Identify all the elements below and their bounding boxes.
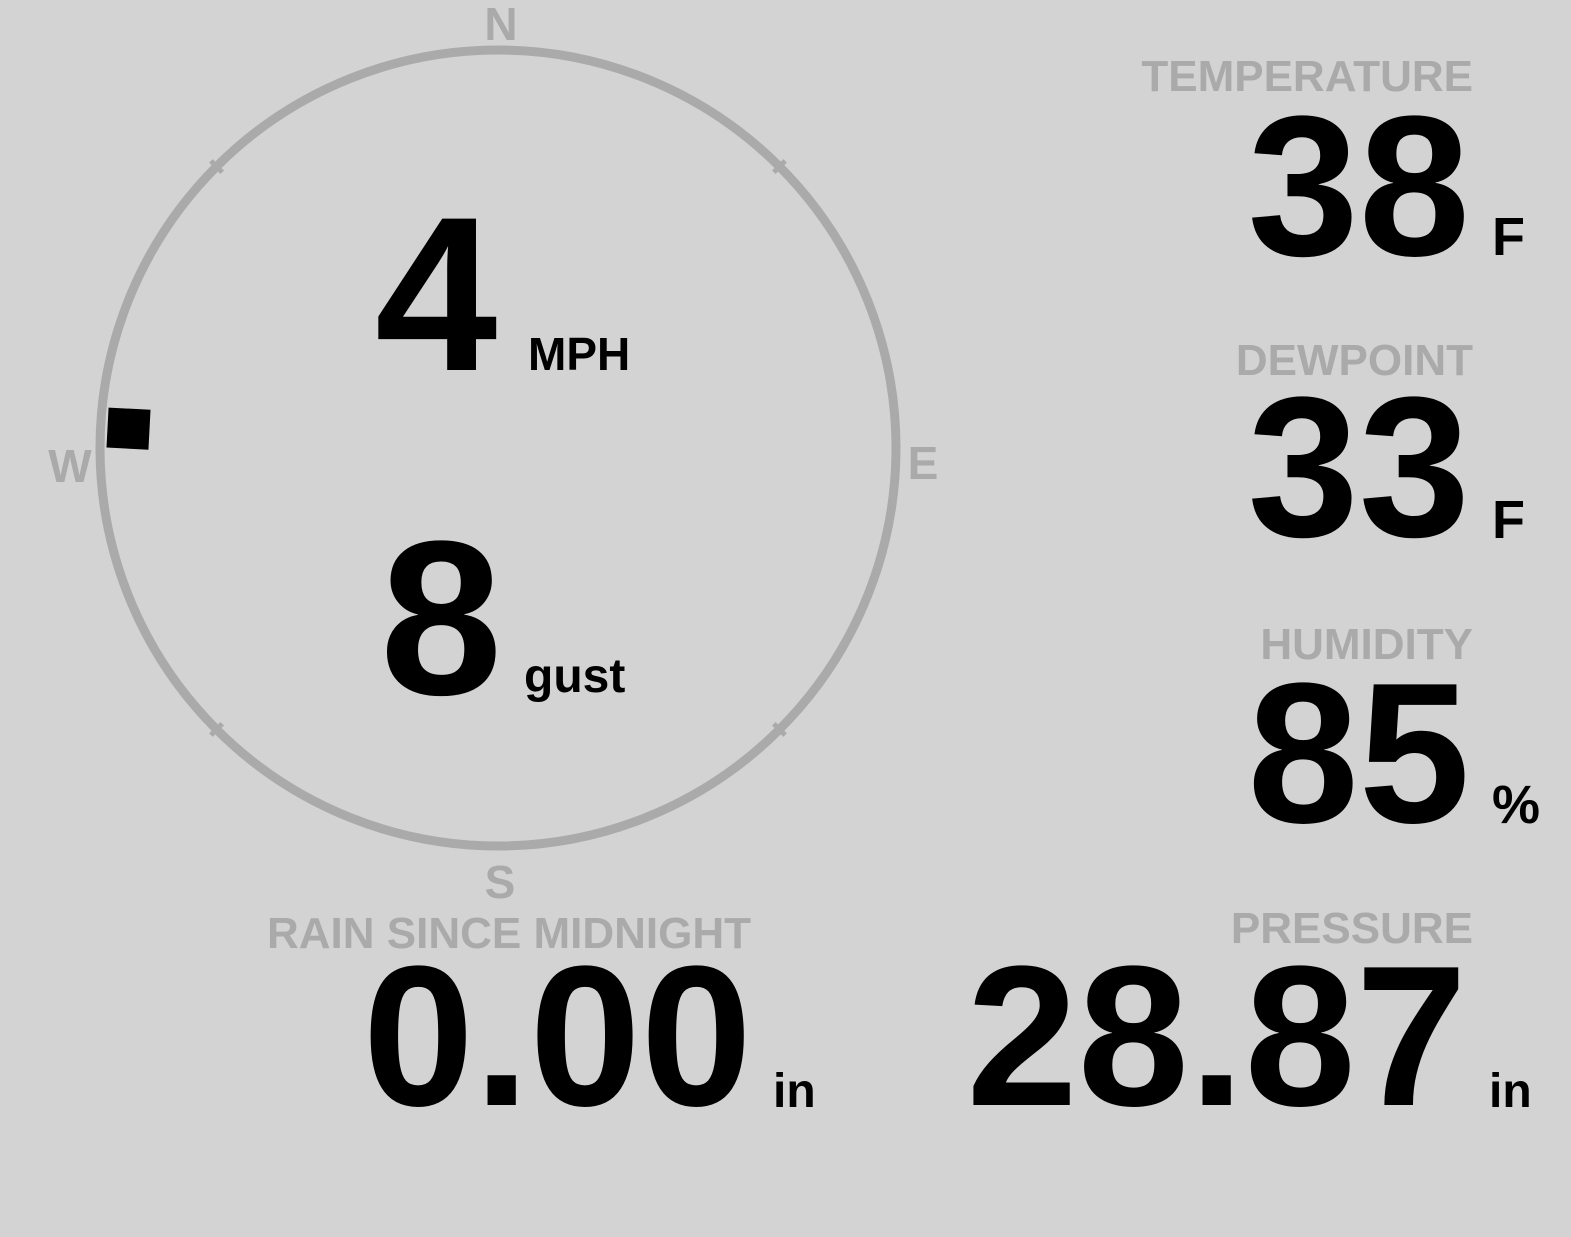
rain-label: RAIN SINCE MIDNIGHT — [267, 909, 751, 958]
wind-direction-marker — [106, 407, 151, 450]
temperature-value: 38 — [1248, 75, 1470, 298]
compass-ticks — [209, 159, 787, 737]
rain-unit: in — [773, 1065, 816, 1118]
compass-tick — [209, 159, 224, 174]
dewpoint-panel: DEWPOINT 33 F — [1236, 336, 1525, 579]
compass-tick — [772, 722, 787, 737]
temperature-panel: TEMPERATURE 38 F — [1141, 52, 1525, 298]
temperature-unit: F — [1492, 207, 1525, 267]
dewpoint-label: DEWPOINT — [1236, 336, 1473, 385]
humidity-unit: % — [1492, 775, 1540, 835]
compass-tick — [209, 722, 224, 737]
humidity-label: HUMIDITY — [1260, 620, 1473, 669]
compass-e: E — [908, 437, 939, 489]
compass-s: S — [485, 856, 516, 908]
rain-panel: RAIN SINCE MIDNIGHT 0.00 in — [267, 909, 816, 1148]
wind-compass: N E S W 4 MPH 8 gust — [48, 0, 938, 908]
compass-tick — [772, 159, 787, 174]
humidity-value: 85 — [1248, 642, 1470, 865]
dewpoint-value: 33 — [1248, 356, 1470, 579]
compass-w: W — [48, 440, 92, 492]
wind-gust-label: gust — [524, 650, 625, 703]
compass-n: N — [484, 0, 517, 50]
pressure-unit: in — [1489, 1065, 1532, 1118]
pressure-label: PRESSURE — [1231, 904, 1473, 953]
temperature-label: TEMPERATURE — [1141, 52, 1473, 101]
rain-value: 0.00 — [363, 925, 752, 1148]
wind-gust-value: 8 — [380, 495, 502, 741]
wind-speed-unit: MPH — [528, 328, 630, 380]
pressure-value: 28.87 — [967, 925, 1468, 1148]
pressure-panel: PRESSURE 28.87 in — [967, 904, 1532, 1148]
dewpoint-unit: F — [1492, 490, 1525, 550]
wind-speed-value: 4 — [375, 171, 497, 417]
compass-ring — [95, 45, 901, 851]
humidity-panel: HUMIDITY 85 % — [1248, 620, 1540, 865]
